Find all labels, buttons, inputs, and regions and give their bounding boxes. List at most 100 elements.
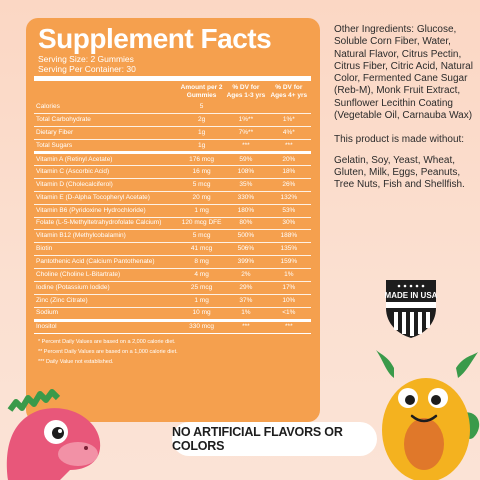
dv-adult: 135%	[266, 242, 311, 256]
nutrient-amount: 1 mg	[178, 293, 226, 308]
dv-adult: 10%	[266, 293, 311, 308]
facts-row: Calories 5	[34, 101, 311, 114]
facts-row: Vitamin B6 (Pyridoxine Hydrochloride) 1 m…	[34, 203, 311, 218]
facts-title: Supplement Facts	[38, 23, 272, 54]
dv-child: 35%	[225, 177, 267, 192]
dv-child: 506%	[225, 242, 267, 256]
dv-child: 500%	[225, 229, 267, 243]
nutrient-amount: 4 mg	[178, 268, 226, 282]
facts-divider-bottom	[34, 333, 311, 335]
nutrient-name: Zinc (Zinc Citrate)	[34, 293, 179, 308]
nutrient-name: Vitamin D (Cholecalciferol)	[34, 177, 179, 192]
dv-child: 330%	[225, 190, 267, 205]
dv-child: 399%	[225, 255, 267, 269]
made-without-intro: This product is made without:	[334, 134, 465, 146]
facts-row: Vitamin C (Ascorbic Acid) 16 mg 108% 18%	[34, 164, 311, 179]
dv-child: 1%	[225, 306, 267, 321]
dv-child: 29%	[225, 280, 267, 295]
dv-adult: 4%*	[266, 126, 311, 140]
dv-child: 1%**	[225, 113, 267, 127]
dv-adult: 53%	[266, 203, 311, 218]
dv-adult: 132%	[266, 190, 311, 205]
dv-child: 80%	[225, 216, 267, 230]
dv-adult: 26%	[266, 177, 311, 192]
dv-child: 180%	[225, 203, 267, 218]
nutrient-amount: 5 mcg	[178, 177, 226, 192]
nutrient-amount: 5	[199, 103, 204, 111]
nutrient-name: Pantothenic Acid (Calcium Pantothenate)	[34, 255, 179, 269]
nutrient-name: Vitamin A (Retinyl Acetate)	[34, 151, 179, 166]
monster-eye-icon	[405, 395, 415, 405]
facts-row: Biotin 41 mcg 506% 135%	[34, 242, 311, 256]
nutrient-amount: 1g	[178, 139, 226, 153]
facts-row: Total Carbohydrate 2g 1%** 1%*	[34, 113, 311, 127]
header-dv-child: % DV for Ages 1-3 yrs	[226, 84, 266, 99]
nutrient-amount: 5 mcg	[178, 229, 226, 243]
dv-adult: 20%	[266, 151, 311, 166]
facts-row: Pantothenic Acid (Calcium Pantothenate) 8…	[34, 255, 311, 269]
nutrient-amount: 330 mcg	[178, 318, 226, 334]
other-ingredients: Other Ingredients: Glucose, Soluble Corn…	[334, 24, 473, 122]
nutrient-amount: 10 mg	[178, 306, 226, 321]
supplement-facts: Supplement Facts Serving Size: 2 Gummies…	[34, 24, 311, 384]
badge-shield-icon	[386, 280, 436, 338]
dv-child	[225, 101, 267, 114]
nutrient-amount: 1 mg	[178, 203, 226, 218]
monster-illustration	[376, 350, 480, 480]
nutrient-name: Sodium	[34, 306, 179, 321]
facts-table: Amount per 2 Gummies % DV for Ages 1-3 y…	[34, 81, 311, 334]
nutrient-name: Folate (L-5-Methyltetrahydrofolate Calci…	[34, 216, 179, 230]
dino-eye-icon	[52, 427, 64, 439]
monster-belly-icon	[404, 418, 444, 470]
footnote: *** Daily Value not established.	[38, 359, 114, 366]
dino-snout-icon	[58, 442, 98, 466]
dv-adult: 1%	[266, 268, 311, 282]
nutrient-name: Inositol	[34, 318, 179, 334]
facts-divider-thick	[34, 76, 311, 81]
facts-row: Vitamin B12 (Methylcobalamin) 5 mcg 500% 18…	[34, 229, 311, 243]
dv-adult: ***	[266, 318, 311, 334]
dv-adult: 30%	[266, 216, 311, 230]
dv-child: 37%	[225, 293, 267, 308]
dv-adult: <1%	[266, 306, 311, 321]
facts-row: Choline (Choline L-Bitartrate) 4 mg 2% 1%	[34, 268, 311, 282]
nutrient-name: Choline (Choline L-Bitartrate)	[34, 268, 179, 282]
nutrient-name: Vitamin C (Ascorbic Acid)	[34, 164, 179, 179]
facts-row: Zinc (Zinc Citrate) 1 mg 37% 10%	[34, 293, 311, 308]
dv-adult: 18%	[266, 164, 311, 179]
dv-adult: 159%	[266, 255, 311, 269]
footnotes: * Percent Daily Values are based on a 2,…	[34, 337, 311, 367]
nutrient-amount: 25 mcg	[178, 280, 226, 295]
nutrient-name: Total Sugars	[34, 139, 179, 153]
nutrient-amount: 20 mg	[178, 190, 226, 205]
nutrient-amount: 41 mcg	[178, 242, 226, 256]
no-artificial-banner: NO ARTIFICIAL FLAVORS OR COLORS	[172, 422, 377, 456]
facts-row: Vitamin D (Cholecalciferol) 5 mcg 35% 26%	[34, 177, 311, 192]
nutrient-amount: 1g	[178, 126, 226, 140]
dv-child: 59%	[225, 151, 267, 166]
dv-child: 7%**	[225, 126, 267, 140]
nutrient-name: Dietary Fiber	[34, 126, 179, 140]
nutrient-amount: 8 mg	[178, 255, 226, 269]
dv-adult: 17%	[266, 280, 311, 295]
facts-rows: Calories 5 Total Carbohydrate 2g 1%** 1%* Diet…	[34, 101, 311, 334]
dinosaur-illustration	[6, 389, 101, 480]
dv-child: ***	[225, 139, 267, 153]
dv-child: 2%	[225, 268, 267, 282]
nutrient-amount: 176 mcg	[178, 151, 226, 166]
facts-row: Sodium 10 mg 1% <1%	[34, 306, 311, 321]
dv-child: 108%	[225, 164, 267, 179]
monster-smile-icon	[410, 414, 438, 423]
badge-text: MADE IN USA	[385, 291, 438, 300]
made-without-list: Gelatin, Soy, Yeast, Wheat, Gluten, Milk…	[334, 154, 465, 191]
facts-row: Total Sugars 1g *** ***	[34, 139, 311, 153]
nutrient-name: Vitamin B6 (Pyridoxine Hydrochloride)	[34, 203, 179, 218]
facts-row: Folate (L-5-Methyltetrahydrofolate Calci…	[34, 216, 311, 230]
nutrient-name: Iodine (Potassium Iodide)	[34, 280, 179, 295]
dv-adult	[267, 101, 311, 114]
badge-stars	[397, 284, 425, 288]
header-dv-adult: % DV for Ages 4+ yrs	[270, 84, 308, 99]
nutrient-name: Vitamin E (D-Alpha Tocopheryl Acetate)	[34, 190, 179, 205]
nutrient-name: Vitamin B12 (Methylcobalamin)	[34, 229, 179, 243]
serving-size: Serving Size: 2 Gummies	[38, 54, 134, 64]
